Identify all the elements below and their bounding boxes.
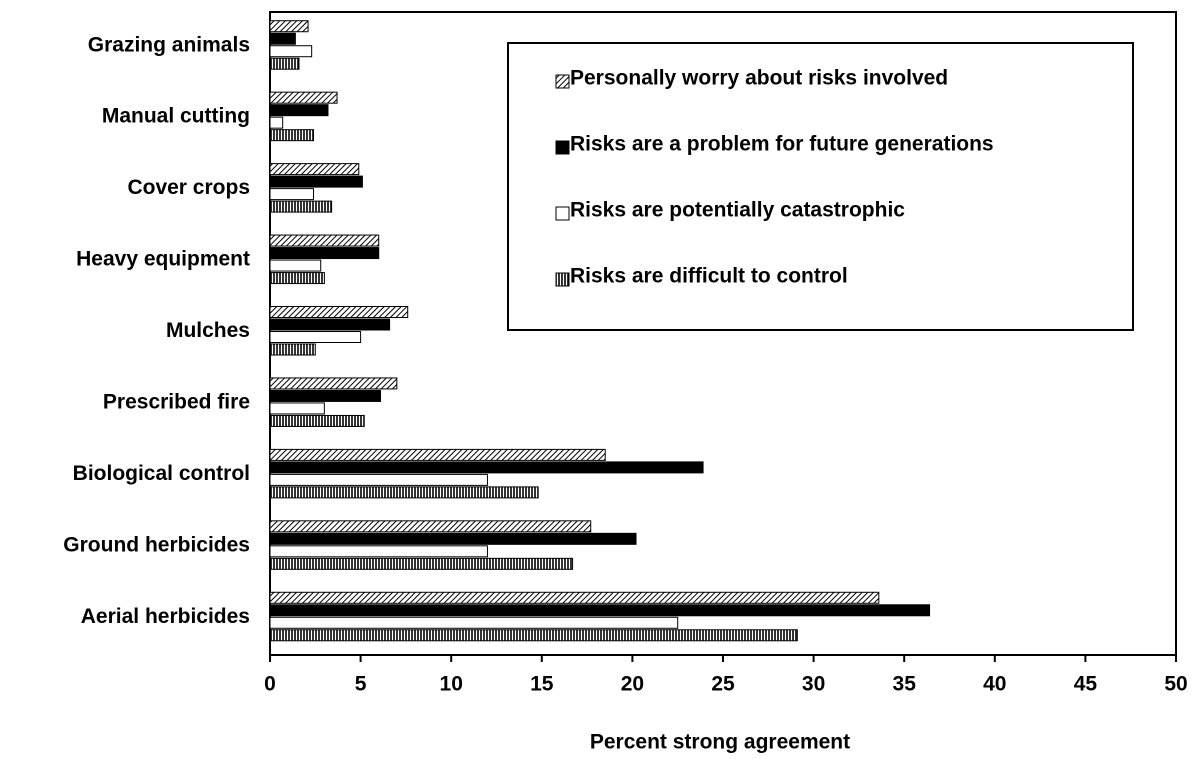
bar <box>269 163 360 176</box>
legend-swatch <box>555 206 570 221</box>
bar <box>269 520 592 533</box>
x-tick-label: 0 <box>264 673 276 696</box>
bar <box>269 486 539 499</box>
bar <box>269 20 309 33</box>
x-axis-title: Percent strong agreement <box>590 731 850 754</box>
bar <box>269 116 284 129</box>
legend-label: Risks are a problem for future generatio… <box>570 133 994 156</box>
bar <box>269 414 365 427</box>
bar <box>269 45 313 58</box>
x-tick-label: 45 <box>1074 673 1098 696</box>
y-tick-label: Aerial herbicides <box>81 605 250 628</box>
legend-box <box>507 42 1134 331</box>
bar <box>269 557 574 570</box>
x-tick-label: 40 <box>983 673 1006 696</box>
bar <box>269 32 296 45</box>
bar <box>269 272 325 285</box>
bar <box>269 461 704 474</box>
x-tick-label: 35 <box>893 673 917 696</box>
bar <box>269 259 322 272</box>
y-tick-label: Mulches <box>166 319 250 342</box>
legend-swatch <box>555 140 570 155</box>
bar <box>269 532 637 545</box>
bar <box>269 402 325 415</box>
legend-label: Risks are potentially catastrophic <box>570 199 905 222</box>
bar <box>269 389 382 402</box>
bar <box>269 343 316 356</box>
legend-swatch <box>555 74 570 89</box>
x-tick-label: 20 <box>621 673 644 696</box>
bar <box>269 175 363 188</box>
bar <box>269 616 679 629</box>
x-tick-label: 25 <box>711 673 735 696</box>
bar <box>269 604 931 617</box>
bar <box>269 629 798 642</box>
x-tick-label: 15 <box>530 673 554 696</box>
bar <box>269 104 329 117</box>
y-tick-label: Ground herbicides <box>63 533 250 556</box>
bar <box>269 545 488 558</box>
y-tick-label: Prescribed fire <box>103 390 250 413</box>
bar <box>269 91 338 104</box>
legend-label: Personally worry about risks involved <box>570 67 948 90</box>
bar <box>269 318 391 331</box>
bar <box>269 448 606 461</box>
bar <box>269 473 488 486</box>
bar <box>269 306 409 318</box>
y-tick-label: Manual cutting <box>102 105 250 128</box>
bar <box>269 188 314 201</box>
legend-label: Risks are difficult to control <box>570 265 848 288</box>
y-tick-label: Heavy equipment <box>76 248 250 271</box>
legend-swatch <box>555 272 570 287</box>
y-tick-label: Biological control <box>73 462 250 485</box>
x-tick-label: 5 <box>355 673 367 696</box>
bar <box>269 247 380 260</box>
bar <box>269 234 380 247</box>
bar <box>269 129 314 142</box>
x-tick-label: 30 <box>802 673 825 696</box>
y-tick-label: Cover crops <box>127 176 250 199</box>
bar <box>269 200 333 213</box>
bar <box>269 591 880 604</box>
x-tick-label: 50 <box>1164 673 1187 696</box>
bar <box>269 377 398 390</box>
y-tick-label: Grazing animals <box>88 33 250 56</box>
bar <box>269 331 362 343</box>
x-tick-label: 10 <box>440 673 463 696</box>
bar <box>269 57 300 70</box>
